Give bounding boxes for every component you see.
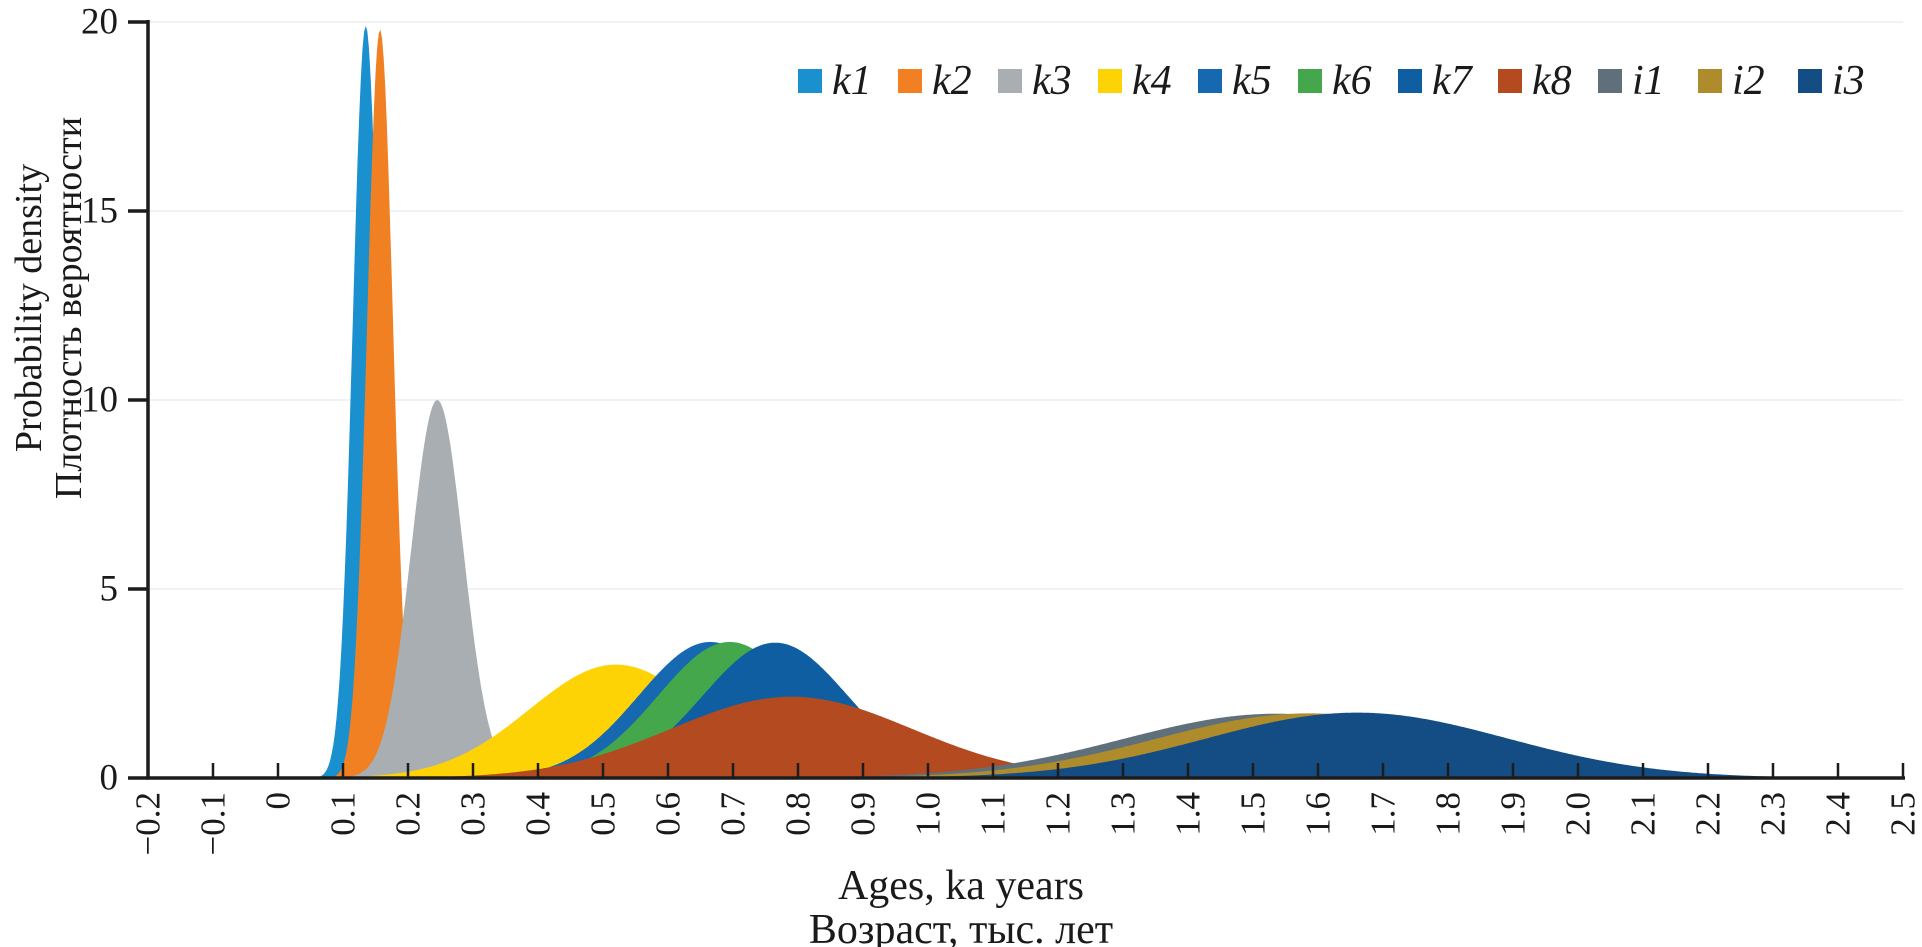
curve-i3 bbox=[148, 712, 1903, 778]
legend-item-k6: k6 bbox=[1298, 60, 1398, 102]
legend-item-k2: k2 bbox=[898, 60, 998, 102]
x-tick-label-0.1: 0.1 bbox=[324, 792, 363, 836]
legend: k1 k2 k3 k4 k5 k6 k7 k8 i1 i2 i3 bbox=[798, 60, 1898, 102]
x-tick-label-0.9: 0.9 bbox=[844, 792, 883, 836]
x-tick-label-1.0: 1.0 bbox=[909, 792, 948, 836]
y-axis-title-ru: Плотность вероятности bbox=[48, 116, 90, 500]
x-tick-label-−0.2: −0.2 bbox=[129, 792, 168, 856]
x-tick-label-2.1: 2.1 bbox=[1624, 792, 1663, 836]
legend-swatch-k6 bbox=[1298, 69, 1322, 93]
legend-item-k7: k7 bbox=[1398, 60, 1498, 102]
legend-swatch-k2 bbox=[898, 69, 922, 93]
x-tick-label-1.1: 1.1 bbox=[974, 792, 1013, 836]
x-axis-title-en: Ages, ka years bbox=[837, 863, 1085, 909]
x-tick-label-0.3: 0.3 bbox=[454, 792, 493, 836]
legend-item-k3: k3 bbox=[998, 60, 1098, 102]
x-tick-label-1.6: 1.6 bbox=[1299, 792, 1338, 836]
x-tick-label-1.2: 1.2 bbox=[1039, 792, 1078, 836]
x-tick-label-−0.1: −0.1 bbox=[194, 792, 233, 856]
x-tick-label-0.6: 0.6 bbox=[649, 792, 688, 836]
x-tick-label-1.8: 1.8 bbox=[1429, 792, 1468, 836]
x-tick-label-1.5: 1.5 bbox=[1234, 792, 1273, 836]
legend-item-i2: i2 bbox=[1698, 60, 1798, 102]
x-tick-label-0: 0 bbox=[259, 792, 298, 810]
legend-swatch-i3 bbox=[1798, 69, 1822, 93]
x-tick-label-0.5: 0.5 bbox=[584, 792, 623, 836]
y-tick-label-0: 0 bbox=[100, 758, 119, 799]
legend-item-k8: k8 bbox=[1498, 60, 1598, 102]
x-tick-label-0.4: 0.4 bbox=[519, 792, 558, 836]
legend-swatch-k3 bbox=[998, 69, 1022, 93]
legend-label-k6: k6 bbox=[1332, 58, 1372, 104]
x-axis-title: Ages, ka years Возраст, тыс. лет bbox=[0, 864, 1922, 947]
x-tick-label-1.4: 1.4 bbox=[1169, 792, 1208, 836]
legend-swatch-k4 bbox=[1098, 69, 1122, 93]
legend-label-k8: k8 bbox=[1532, 58, 1572, 104]
legend-label-i1: i1 bbox=[1632, 58, 1665, 104]
legend-swatch-i1 bbox=[1598, 69, 1622, 93]
y-axis-title: Probability density Плотность вероятност… bbox=[8, 116, 90, 500]
x-tick-label-2.3: 2.3 bbox=[1754, 792, 1793, 836]
legend-label-k5: k5 bbox=[1232, 58, 1272, 104]
x-tick-label-2.5: 2.5 bbox=[1884, 792, 1922, 836]
y-tick-label-5: 5 bbox=[100, 569, 119, 610]
legend-label-i3: i3 bbox=[1832, 58, 1865, 104]
legend-label-i2: i2 bbox=[1732, 58, 1765, 104]
x-tick-label-2.0: 2.0 bbox=[1559, 792, 1598, 836]
x-tick-label-0.7: 0.7 bbox=[714, 792, 753, 836]
legend-label-k7: k7 bbox=[1432, 58, 1472, 104]
legend-swatch-k7 bbox=[1398, 69, 1422, 93]
legend-swatch-i2 bbox=[1698, 69, 1722, 93]
y-tick-label-10: 10 bbox=[81, 380, 118, 421]
legend-swatch-k8 bbox=[1498, 69, 1522, 93]
x-tick-label-2.2: 2.2 bbox=[1689, 792, 1728, 836]
legend-item-i3: i3 bbox=[1798, 60, 1898, 102]
y-tick-label-20: 20 bbox=[81, 2, 118, 43]
legend-item-i1: i1 bbox=[1598, 60, 1698, 102]
legend-item-k1: k1 bbox=[798, 60, 898, 102]
y-axis-title-en: Probability density bbox=[8, 163, 51, 453]
legend-item-k5: k5 bbox=[1198, 60, 1298, 102]
legend-label-k3: k3 bbox=[1032, 58, 1072, 104]
x-tick-label-1.3: 1.3 bbox=[1104, 792, 1143, 836]
legend-label-k2: k2 bbox=[932, 58, 972, 104]
y-tick-label-15: 15 bbox=[81, 191, 118, 232]
legend-item-k4: k4 bbox=[1098, 60, 1198, 102]
x-tick-label-2.4: 2.4 bbox=[1819, 792, 1858, 836]
x-tick-label-0.2: 0.2 bbox=[389, 792, 428, 836]
legend-swatch-k1 bbox=[798, 69, 822, 93]
legend-swatch-k5 bbox=[1198, 69, 1222, 93]
x-axis-title-ru: Возраст, тыс. лет bbox=[808, 907, 1114, 947]
x-tick-label-1.7: 1.7 bbox=[1364, 792, 1403, 836]
legend-label-k1: k1 bbox=[832, 58, 872, 104]
x-tick-label-0.8: 0.8 bbox=[779, 792, 818, 836]
x-tick-label-1.9: 1.9 bbox=[1494, 792, 1533, 836]
legend-label-k4: k4 bbox=[1132, 58, 1172, 104]
